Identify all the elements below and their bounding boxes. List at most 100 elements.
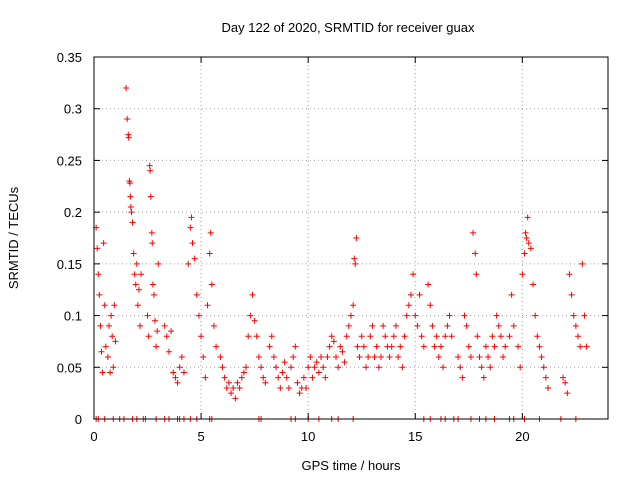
data-point	[399, 364, 406, 371]
data-point	[401, 333, 408, 340]
data-point	[290, 353, 297, 360]
data-point	[127, 203, 134, 210]
data-point	[165, 348, 172, 355]
data-point	[155, 260, 162, 267]
x-tick-label: 15	[408, 429, 422, 444]
data-point	[350, 302, 357, 309]
data-point	[232, 395, 239, 402]
data-point	[495, 322, 502, 329]
data-point	[390, 333, 397, 340]
data-point	[217, 353, 224, 360]
data-point	[168, 328, 175, 335]
data-point	[303, 384, 310, 391]
data-point	[446, 312, 453, 319]
data-point	[375, 364, 382, 371]
data-point	[510, 322, 517, 329]
data-point	[150, 291, 157, 298]
data-point	[420, 343, 427, 350]
data-point	[335, 364, 342, 371]
data-point	[129, 219, 136, 226]
data-point	[236, 384, 243, 391]
data-point	[110, 364, 117, 371]
data-point	[253, 333, 260, 340]
data-point	[101, 302, 108, 309]
data-point	[365, 353, 372, 360]
data-point	[522, 229, 529, 236]
data-point	[461, 312, 468, 319]
data-point	[403, 312, 410, 319]
data-point	[407, 291, 414, 298]
data-point	[161, 322, 168, 329]
data-point	[130, 250, 137, 257]
data-point	[258, 364, 265, 371]
data-point	[482, 343, 489, 350]
data-point	[281, 359, 288, 366]
data-point	[467, 353, 474, 360]
data-point	[309, 374, 316, 381]
data-point	[123, 85, 130, 92]
data-point	[382, 333, 389, 340]
data-point	[333, 353, 340, 360]
data-point	[568, 291, 575, 298]
data-point	[268, 333, 275, 340]
data-point	[508, 291, 515, 298]
data-point	[262, 379, 269, 386]
y-tick-label: 0.2	[64, 205, 82, 220]
data-point	[135, 286, 142, 293]
y-tick-label: 0.3	[64, 102, 82, 117]
data-point	[111, 302, 118, 309]
data-point	[147, 167, 154, 174]
data-point	[107, 369, 114, 376]
data-point	[208, 281, 215, 288]
x-axis-label: GPS time / hours	[302, 458, 401, 473]
data-point	[108, 312, 115, 319]
data-point	[131, 271, 138, 278]
data-point	[249, 291, 256, 298]
data-point	[99, 369, 106, 376]
data-point	[506, 333, 513, 340]
data-point	[200, 353, 207, 360]
data-point	[133, 260, 140, 267]
data-point	[564, 390, 571, 397]
data-point	[395, 353, 402, 360]
x-tick-label: 20	[515, 429, 529, 444]
data-point	[228, 390, 235, 397]
data-point	[132, 281, 139, 288]
data-point	[149, 281, 156, 288]
data-point	[188, 214, 195, 221]
data-point	[275, 374, 282, 381]
data-point	[412, 312, 419, 319]
data-point	[341, 359, 348, 366]
data-point	[296, 390, 303, 397]
data-point	[478, 364, 485, 371]
data-point	[320, 364, 327, 371]
data-point	[353, 235, 360, 241]
data-point	[433, 333, 440, 340]
data-point	[104, 353, 111, 360]
data-point	[431, 343, 438, 350]
data-point	[204, 302, 211, 309]
data-point	[102, 343, 109, 350]
data-point	[440, 364, 447, 371]
data-point	[328, 333, 335, 340]
data-point	[125, 134, 132, 141]
data-point	[149, 240, 156, 247]
data-point	[502, 343, 509, 350]
data-point	[517, 364, 524, 371]
data-point	[273, 364, 280, 371]
data-point	[255, 353, 262, 360]
data-point	[146, 162, 153, 169]
data-point	[523, 235, 530, 241]
data-point	[202, 374, 209, 381]
data-point	[172, 374, 179, 381]
data-point	[362, 364, 369, 371]
grid	[94, 57, 608, 419]
data-point	[112, 338, 119, 345]
data-point	[425, 281, 432, 288]
data-point	[96, 291, 103, 298]
data-point	[207, 229, 214, 236]
data-point	[191, 255, 198, 262]
data-point	[416, 291, 423, 298]
data-point	[448, 333, 455, 340]
data-point	[457, 364, 464, 371]
